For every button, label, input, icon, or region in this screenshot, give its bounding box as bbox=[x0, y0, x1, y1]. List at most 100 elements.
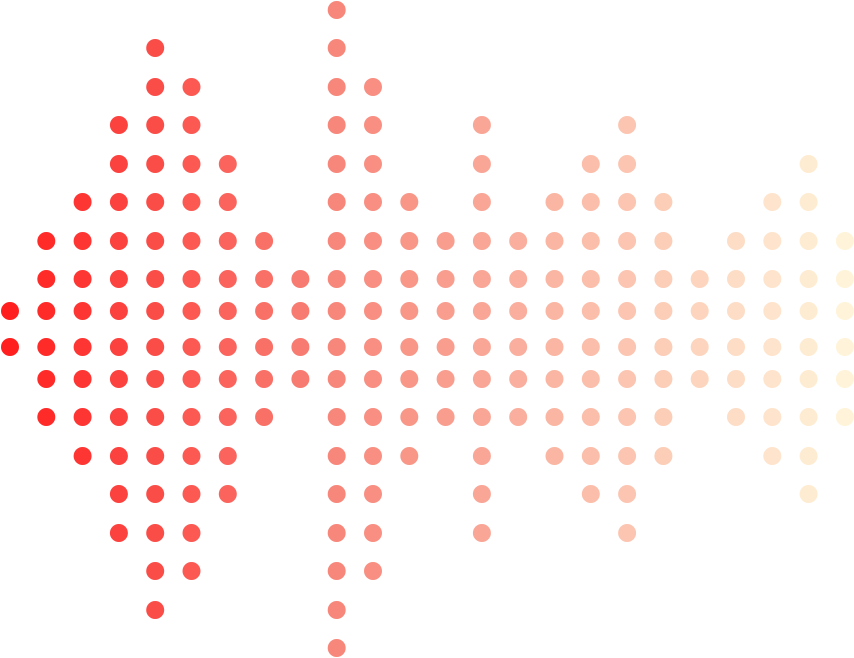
dot bbox=[182, 485, 201, 503]
dot bbox=[255, 370, 274, 388]
dot-column bbox=[291, 270, 310, 388]
dot-column bbox=[146, 39, 165, 619]
dot bbox=[109, 447, 128, 465]
dot bbox=[327, 562, 346, 580]
dot bbox=[109, 270, 128, 288]
dot bbox=[799, 232, 818, 250]
dot bbox=[690, 302, 709, 320]
dot bbox=[146, 370, 165, 388]
dot bbox=[146, 116, 165, 134]
dot bbox=[436, 270, 455, 288]
dot bbox=[763, 302, 782, 320]
dot bbox=[545, 232, 564, 250]
dot bbox=[618, 155, 637, 173]
dot bbox=[146, 302, 165, 320]
dot bbox=[618, 408, 637, 426]
dot bbox=[581, 302, 600, 320]
dot bbox=[146, 78, 165, 96]
dot bbox=[727, 408, 745, 426]
dot bbox=[218, 485, 237, 503]
dot bbox=[509, 408, 528, 426]
dot bbox=[618, 524, 637, 542]
dot bbox=[799, 270, 818, 288]
dot bbox=[182, 155, 201, 173]
dot bbox=[581, 232, 600, 250]
dot bbox=[799, 485, 818, 503]
dot bbox=[400, 447, 419, 465]
dot bbox=[146, 270, 165, 288]
dot-column bbox=[618, 116, 637, 542]
dot bbox=[37, 338, 56, 356]
dot bbox=[182, 408, 201, 426]
dot bbox=[581, 370, 600, 388]
dot bbox=[654, 232, 673, 250]
dot bbox=[436, 370, 455, 388]
dot bbox=[1, 338, 19, 356]
dot bbox=[581, 485, 600, 503]
dot bbox=[436, 408, 455, 426]
dot bbox=[654, 338, 673, 356]
dot bbox=[73, 270, 92, 288]
dot bbox=[37, 270, 56, 288]
dot bbox=[799, 370, 818, 388]
dot bbox=[835, 232, 854, 250]
dot bbox=[472, 193, 491, 211]
dot bbox=[654, 193, 673, 211]
dot bbox=[218, 302, 237, 320]
dot bbox=[146, 155, 165, 173]
dot bbox=[327, 116, 346, 134]
dot bbox=[545, 270, 564, 288]
dot bbox=[835, 302, 854, 320]
dot bbox=[109, 370, 128, 388]
dot bbox=[400, 408, 419, 426]
dot bbox=[255, 232, 274, 250]
dot bbox=[472, 524, 491, 542]
dot bbox=[472, 302, 491, 320]
dot-column bbox=[763, 193, 782, 465]
dot bbox=[182, 78, 201, 96]
dot bbox=[327, 601, 346, 619]
dot bbox=[472, 270, 491, 288]
dot bbox=[146, 39, 165, 57]
dot bbox=[763, 447, 782, 465]
dot-column bbox=[799, 155, 818, 503]
dot bbox=[400, 302, 419, 320]
dot bbox=[472, 408, 491, 426]
dot bbox=[618, 485, 637, 503]
dot bbox=[654, 302, 673, 320]
dot bbox=[182, 370, 201, 388]
dot bbox=[182, 524, 201, 542]
dot bbox=[327, 639, 346, 657]
dot bbox=[327, 370, 346, 388]
dot bbox=[327, 39, 346, 57]
dot bbox=[218, 447, 237, 465]
dot bbox=[146, 601, 165, 619]
dot bbox=[436, 232, 455, 250]
dot bbox=[146, 485, 165, 503]
dot bbox=[218, 193, 237, 211]
dot bbox=[618, 370, 637, 388]
dot-column bbox=[255, 232, 274, 426]
dot bbox=[327, 524, 346, 542]
dot bbox=[436, 302, 455, 320]
dot bbox=[291, 338, 310, 356]
dot bbox=[182, 193, 201, 211]
dot bbox=[618, 232, 637, 250]
dot bbox=[472, 116, 491, 134]
dot bbox=[400, 338, 419, 356]
dot bbox=[182, 562, 201, 580]
dot-column bbox=[400, 193, 419, 465]
dot bbox=[364, 562, 382, 580]
dot bbox=[327, 338, 346, 356]
dot bbox=[73, 370, 92, 388]
dot-column bbox=[364, 78, 382, 580]
dot bbox=[618, 447, 637, 465]
dot bbox=[73, 447, 92, 465]
dot bbox=[581, 408, 600, 426]
dot bbox=[835, 370, 854, 388]
dot bbox=[73, 193, 92, 211]
dot bbox=[799, 193, 818, 211]
dot-column bbox=[472, 116, 491, 542]
dot bbox=[146, 338, 165, 356]
dot-column bbox=[835, 232, 854, 426]
